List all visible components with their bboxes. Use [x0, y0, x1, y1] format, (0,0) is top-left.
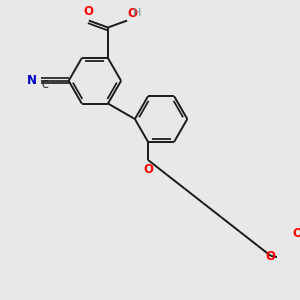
Text: O: O [266, 250, 276, 263]
Text: O: O [84, 4, 94, 18]
Text: C: C [42, 80, 49, 90]
Text: O: O [143, 163, 153, 176]
Text: O: O [292, 227, 300, 240]
Text: N: N [27, 74, 37, 87]
Text: O: O [128, 7, 138, 20]
Text: H: H [133, 8, 142, 18]
